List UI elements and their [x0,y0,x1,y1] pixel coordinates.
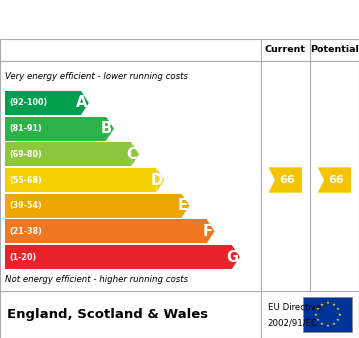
Polygon shape [157,168,164,192]
Polygon shape [106,117,114,141]
Text: Energy Efficiency Rating: Energy Efficiency Rating [60,10,299,28]
Text: 2002/91/EC: 2002/91/EC [268,319,318,328]
Bar [5,117,106,141]
Text: (1-20): (1-20) [10,252,37,262]
Text: 66: 66 [279,175,295,185]
Polygon shape [207,219,215,243]
Text: ★: ★ [316,318,319,322]
Polygon shape [81,91,89,115]
Text: Very energy efficient - lower running costs: Very energy efficient - lower running co… [5,72,188,81]
Text: F: F [203,224,213,239]
Polygon shape [269,167,302,193]
Text: (55-68): (55-68) [10,175,42,185]
Text: ★: ★ [326,301,330,306]
Bar [5,168,157,192]
Text: ★: ★ [320,303,323,307]
Text: ★: ★ [314,313,318,317]
Polygon shape [131,142,139,166]
Text: ★: ★ [332,303,335,307]
Bar [303,297,352,332]
Bar [5,194,182,218]
Text: 66: 66 [328,175,344,185]
Text: ★: ★ [337,313,341,317]
Text: ★: ★ [316,307,319,311]
Text: (39-54): (39-54) [10,201,42,210]
Text: ★: ★ [320,322,323,327]
Text: Current: Current [265,46,306,54]
Text: E: E [178,198,188,213]
Text: B: B [101,121,112,136]
Bar [5,219,207,243]
Text: England, Scotland & Wales: England, Scotland & Wales [7,308,208,321]
Text: ★: ★ [326,324,330,328]
Text: (69-80): (69-80) [10,150,42,159]
Text: Not energy efficient - higher running costs: Not energy efficient - higher running co… [5,275,188,285]
Polygon shape [232,245,240,269]
Text: C: C [127,147,137,162]
Bar [5,245,232,269]
Text: (81-91): (81-91) [10,124,42,133]
Text: ★: ★ [332,322,335,327]
Bar [5,91,81,115]
Text: (92-100): (92-100) [10,98,48,107]
Text: G: G [226,249,238,265]
Text: Potential: Potential [310,46,359,54]
Text: (21-38): (21-38) [10,227,43,236]
Text: EU Directive: EU Directive [268,303,321,312]
Text: A: A [76,95,87,111]
Text: ★: ★ [336,307,340,311]
Polygon shape [182,194,190,218]
Text: D: D [150,172,163,188]
Text: ★: ★ [336,318,340,322]
Polygon shape [318,167,351,193]
Bar [5,142,131,166]
